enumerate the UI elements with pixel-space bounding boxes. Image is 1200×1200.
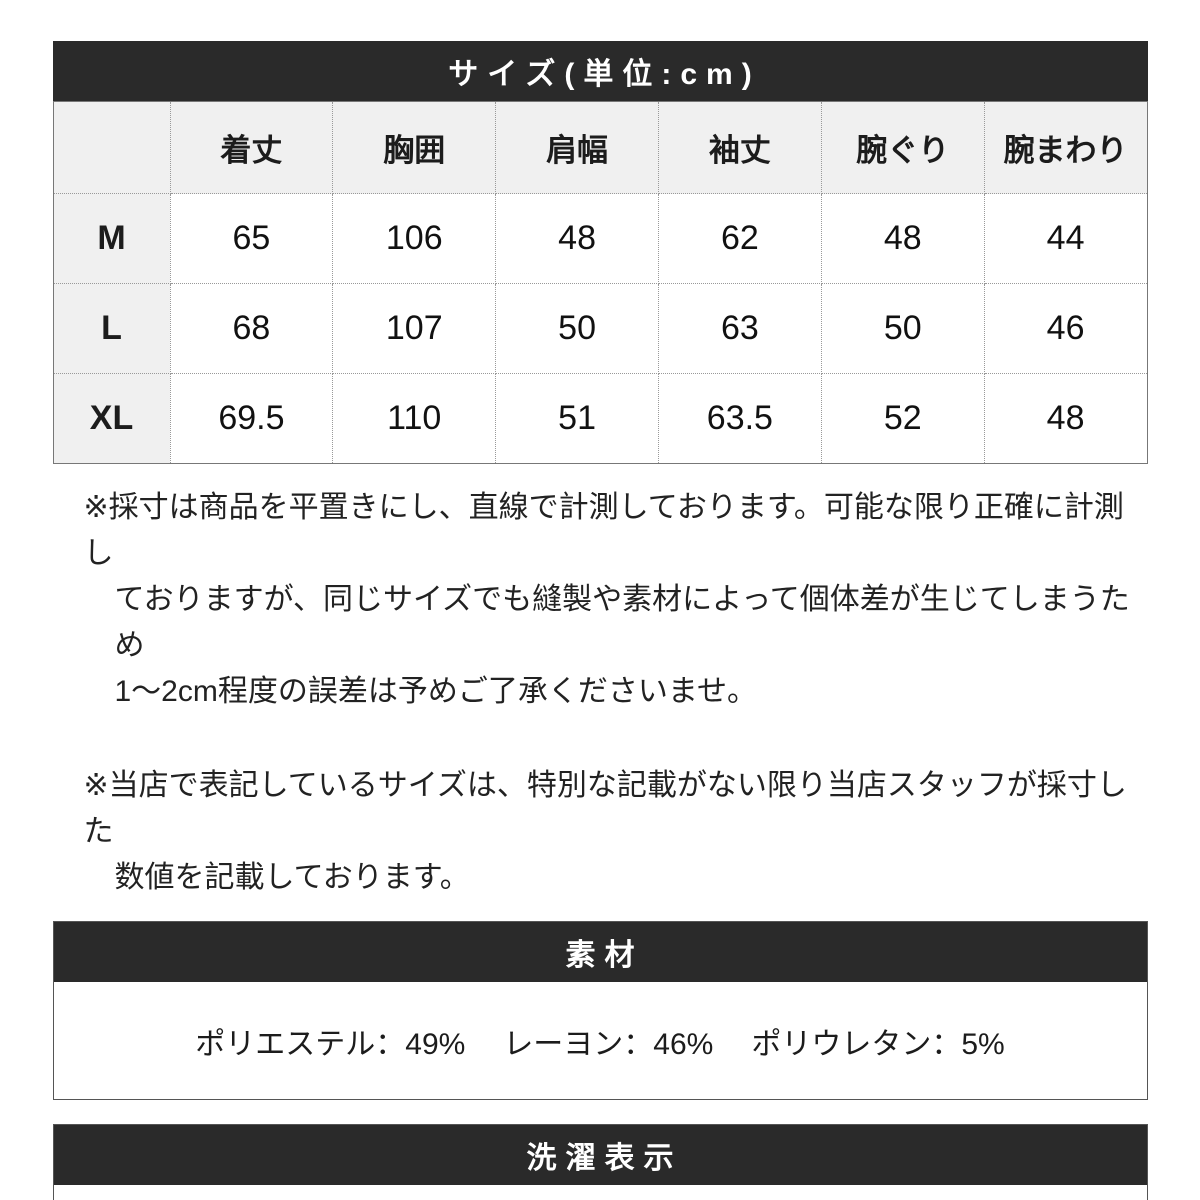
- size-row-label: XL: [52, 373, 171, 464]
- size-cell: 63.5: [657, 373, 822, 464]
- size-cell: 50: [495, 283, 659, 374]
- size-section: サイズ(単位:cm) 着丈 胸囲 肩幅 袖丈 腕ぐり 腕まわり: [52, 41, 1148, 464]
- size-col-header: 腕まわり: [983, 101, 1148, 194]
- size-notation-note: ※当店で表記しているサイズは、特別な記載がない限り当店スタッフが採寸した 数値を…: [84, 763, 1148, 901]
- size-row-XL: XL 69.5 110 51 63.5 52 48: [52, 373, 1148, 464]
- size-cell: 62: [657, 193, 822, 284]
- content-column: サイズ(単位:cm) 着丈 胸囲 肩幅 袖丈 腕ぐり 腕まわり: [52, 0, 1148, 1200]
- size-cell: 51: [495, 373, 659, 464]
- size-cell: 68: [169, 283, 334, 374]
- notes-block: ※採寸は商品を平置きにし、直線で計測しております。可能な限り正確に計測し ており…: [53, 485, 1148, 901]
- size-row-label: M: [52, 193, 171, 284]
- size-cell: 50: [820, 283, 985, 374]
- size-row-M: M 65 106 48 62 48 44: [52, 193, 1148, 284]
- size-cell: 106: [332, 193, 497, 284]
- size-cell: 52: [820, 373, 985, 464]
- size-table-corner-cell: [52, 101, 171, 194]
- material-composition: ポリエステル：49% レーヨン：46% ポリウレタン：5%: [53, 982, 1147, 1099]
- size-cell: 107: [332, 283, 497, 374]
- size-section-title: サイズ(単位:cm): [52, 41, 1148, 101]
- size-table: 着丈 胸囲 肩幅 袖丈 腕ぐり 腕まわり M 65 106 48 62: [52, 101, 1148, 464]
- size-cell: 48: [820, 193, 985, 284]
- wash-care-icons: [53, 1185, 1147, 1200]
- size-col-header: 袖丈: [657, 101, 822, 194]
- note-line: ※当店で表記しているサイズは、特別な記載がない限り当店スタッフが採寸した: [83, 769, 1127, 848]
- wash-care-section: 洗濯表示: [52, 1124, 1148, 1200]
- size-cell: 48: [495, 193, 659, 284]
- size-row-L: L 68 107 50 63 50 46: [52, 283, 1148, 374]
- size-col-header: 腕ぐり: [820, 101, 985, 194]
- note-line: 1〜2cm程度の誤差は予めご了承くださいませ。: [114, 675, 757, 708]
- material-section: 素材 ポリエステル：49% レーヨン：46% ポリウレタン：5%: [52, 921, 1148, 1100]
- size-table-header-row: 着丈 胸囲 肩幅 袖丈 腕ぐり 腕まわり: [52, 101, 1148, 194]
- material-item: レーヨン：46%: [503, 1027, 714, 1061]
- wash-care-section-title: 洗濯表示: [53, 1125, 1147, 1185]
- material-item: ポリウレタン：5%: [751, 1027, 1005, 1061]
- note-line: ※採寸は商品を平置きにし、直線で計測しております。可能な限り正確に計測し: [83, 491, 1124, 570]
- size-cell: 110: [332, 373, 497, 464]
- size-cell: 46: [983, 283, 1148, 374]
- size-col-header: 肩幅: [495, 101, 659, 194]
- size-cell: 48: [983, 373, 1148, 464]
- size-row-label: L: [52, 283, 171, 374]
- size-cell: 65: [169, 193, 334, 284]
- note-line: 数値を記載しております。: [114, 861, 470, 894]
- size-cell: 69.5: [169, 373, 334, 464]
- size-col-header: 着丈: [169, 101, 334, 194]
- material-section-title: 素材: [53, 922, 1147, 982]
- size-cell: 63: [657, 283, 822, 374]
- measurement-note: ※採寸は商品を平置きにし、直線で計測しております。可能な限り正確に計測し ており…: [84, 485, 1148, 715]
- size-col-header: 胸囲: [332, 101, 497, 194]
- size-cell: 44: [983, 193, 1148, 284]
- material-item: ポリエステル：49%: [195, 1027, 466, 1061]
- note-line: ておりますが、同じサイズでも縫製や素材によって個体差が生じてしまうため: [114, 583, 1130, 662]
